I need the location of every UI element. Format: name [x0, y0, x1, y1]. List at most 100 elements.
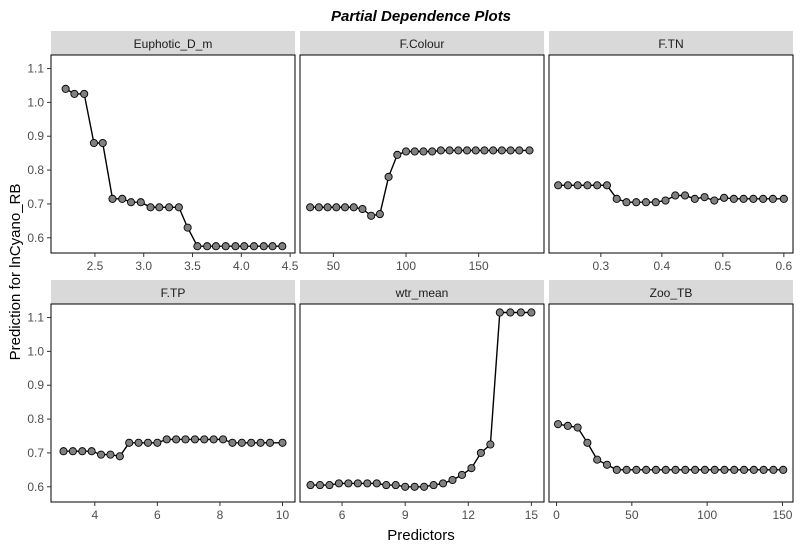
x-tick-label-zoo-tb: 50 [625, 508, 639, 522]
x-tick-label-f-tp: 6 [154, 508, 161, 522]
pdp-point-f-colour [410, 147, 419, 156]
pdp-point-wtr-mean [363, 479, 372, 488]
pdp-point-f-tn [641, 198, 651, 207]
x-tick-label-zoo-tb: 150 [772, 508, 792, 522]
x-tick-label-wtr-mean: 6 [339, 508, 346, 522]
x-tick-label-f-tp: 10 [276, 508, 290, 522]
pdp-point-wtr-mean [315, 481, 325, 490]
pdp-point-zoo-tb [573, 423, 582, 432]
pdp-point-f-tp [162, 435, 171, 444]
y-tick-label: 0.8 [27, 412, 44, 426]
pdp-point-wtr-mean [353, 479, 362, 488]
pdp-point-f-tn [729, 194, 738, 203]
panel-zoo-tb: Zoo_TB 0 50 100 150 [548, 280, 794, 522]
pdp-point-f-colour [480, 146, 489, 155]
pdp-point-f-tn [690, 194, 699, 203]
pdp-point-f-tn [739, 194, 748, 203]
pdp-point-f-tp [68, 447, 77, 456]
pdp-point-f-tp [209, 435, 218, 444]
pdp-point-wtr-mean [476, 448, 485, 457]
pdp-point-f-colour [384, 172, 393, 181]
pdp-point-wtr-mean [344, 479, 353, 488]
pdp-point-zoo-tb [671, 465, 680, 474]
pdp-point-f-colour [323, 203, 332, 212]
pdp-point-euphotic-d-m [155, 203, 164, 212]
pdp-point-zoo-tb [583, 438, 592, 447]
pdp-point-zoo-tb [553, 420, 563, 429]
pdp-point-f-tp [59, 447, 68, 456]
pdp-point-f-tn [779, 194, 788, 203]
pdp-point-euphotic-d-m [221, 242, 230, 251]
pdp-point-wtr-mean [495, 308, 504, 317]
pdp-point-euphotic-d-m [89, 138, 98, 148]
pdp-point-f-colour [419, 147, 428, 156]
panel-f-tn: F.TN 0.3 0.4 0.5 0.6 [548, 31, 794, 273]
pdp-point-f-tp [278, 438, 287, 447]
pdp-point-f-colour [332, 203, 341, 212]
pdp-point-euphotic-d-m [108, 194, 117, 203]
strip-f-tp [51, 280, 295, 304]
x-tick-label-f-colour: 100 [396, 259, 416, 273]
pdp-point-f-colour [375, 210, 384, 219]
pdp-point-f-colour [471, 146, 480, 155]
pdp-point-f-tp [97, 450, 106, 459]
pdp-point-f-colour [445, 146, 454, 155]
pdp-point-f-colour [314, 203, 323, 212]
pdp-point-zoo-tb [710, 465, 719, 474]
pdp-point-f-tp [237, 438, 246, 447]
pdp-point-wtr-mean [527, 308, 536, 317]
pdp-point-f-colour [506, 146, 515, 155]
pdp-point-f-tp [153, 438, 162, 447]
pdp-point-f-colour [462, 146, 472, 155]
strip-label-f-tp: F.TP [161, 286, 186, 300]
pdp-point-f-colour [358, 204, 367, 214]
pdp-point-f-tn [749, 194, 758, 203]
pdp-point-euphotic-d-m [98, 138, 107, 148]
x-tick-label-euphotic-d-m: 3.5 [184, 259, 201, 273]
pdp-point-f-tp [228, 438, 237, 447]
strip-wtr-mean [300, 280, 544, 304]
pdp-point-zoo-tb [642, 465, 651, 474]
pdp-point-zoo-tb [612, 465, 621, 474]
pdp-point-wtr-mean [467, 464, 476, 473]
pdp-point-zoo-tb [632, 465, 641, 474]
pdp-point-f-tp [219, 435, 228, 444]
pdp-point-wtr-mean [382, 481, 391, 490]
pdp-point-wtr-mean [506, 308, 515, 317]
pdp-point-f-tp [143, 438, 153, 447]
pdp-point-zoo-tb [622, 465, 631, 474]
pdp-point-f-tn [651, 198, 660, 207]
pdp-point-zoo-tb [730, 465, 739, 474]
pdp-point-f-tp [200, 435, 209, 444]
pdp-point-euphotic-d-m [211, 242, 220, 251]
x-tick-label-f-tn: 0.4 [654, 259, 671, 273]
x-tick-label-f-tn: 0.3 [593, 259, 610, 273]
y-tick-label: 1.0 [27, 344, 44, 358]
plot-area-euphotic-d-m [50, 54, 296, 254]
pdp-point-euphotic-d-m [136, 198, 145, 207]
pdp-point-f-tp [181, 435, 190, 444]
pdp-point-zoo-tb [749, 465, 758, 474]
pdp-point-f-tp [190, 435, 199, 444]
pdp-point-f-tn [573, 181, 582, 190]
y-tick-label: 1.0 [27, 95, 44, 109]
pdp-point-zoo-tb [681, 465, 690, 474]
pdp-point-f-tp [265, 438, 275, 447]
pdp-point-euphotic-d-m [259, 242, 268, 251]
pdp-point-f-colour [306, 203, 315, 212]
strip-f-colour [300, 31, 544, 55]
pdp-point-f-tn [700, 193, 709, 202]
x-tick-label-f-tn: 0.6 [776, 259, 793, 273]
x-tick-label-euphotic-d-m: 2.5 [87, 259, 104, 273]
pdp-point-wtr-mean [325, 481, 334, 490]
pdp-point-euphotic-d-m [278, 242, 287, 251]
pdp-point-wtr-mean [420, 482, 429, 491]
pdp-point-f-tn [710, 196, 719, 205]
pdp-point-f-tp [134, 438, 143, 447]
pdp-point-wtr-mean [391, 481, 400, 490]
pdp-point-euphotic-d-m [174, 203, 183, 212]
pdp-point-euphotic-d-m [61, 84, 70, 93]
pdp-point-f-tn [554, 181, 563, 190]
x-tick-label-euphotic-d-m: 4.5 [282, 259, 299, 273]
pdp-point-f-colour [340, 203, 350, 212]
